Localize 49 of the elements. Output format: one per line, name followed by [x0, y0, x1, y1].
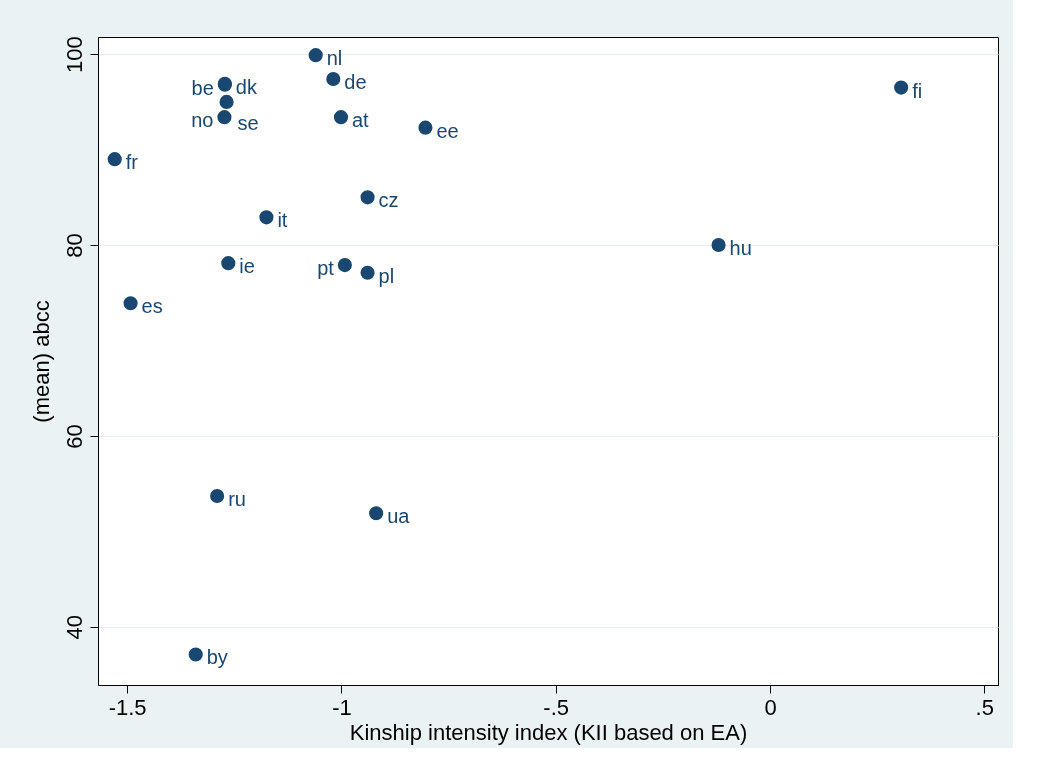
y-tick-label: 60 — [61, 424, 87, 449]
point — [221, 256, 236, 271]
annotation: at — [352, 109, 370, 132]
x-tick-label: .5 — [975, 694, 994, 720]
point — [418, 120, 433, 135]
annotation: by — [206, 646, 228, 669]
point — [337, 258, 352, 273]
point — [333, 110, 349, 125]
annotation: dk — [235, 75, 258, 98]
point — [894, 80, 909, 95]
annotation: pl — [378, 264, 395, 287]
annotation: cz — [378, 189, 399, 212]
annotation: ua — [387, 505, 411, 528]
point — [107, 152, 122, 167]
annotation: nl — [326, 47, 343, 70]
x-tick-label: -1.5 — [108, 694, 147, 720]
point — [711, 237, 726, 253]
point — [360, 190, 375, 205]
point — [210, 488, 225, 504]
point — [123, 296, 138, 311]
annotation: fr — [125, 151, 139, 174]
point — [369, 506, 384, 521]
x-tick-label: 0 — [764, 694, 777, 720]
point — [360, 265, 375, 280]
point — [259, 210, 274, 225]
point — [217, 110, 232, 125]
point — [308, 48, 323, 63]
y-tick-label: 80 — [61, 233, 87, 258]
point — [219, 94, 234, 109]
annotation: it — [277, 209, 288, 232]
annotation: es — [141, 295, 163, 318]
x-tick-label: -1 — [332, 694, 352, 720]
annotation: se — [237, 111, 259, 134]
annotation: fi — [912, 79, 923, 102]
annotation: de — [344, 70, 367, 93]
annotation: be — [191, 76, 214, 99]
annotation: no — [191, 109, 214, 132]
annotation: ie — [239, 255, 255, 278]
annotation: ee — [436, 119, 459, 142]
annotation: hu — [729, 237, 752, 260]
x-axis-title: Kinship intensity index (KII based on EA) — [349, 719, 748, 745]
y-axis-title: (mean) abcc — [28, 300, 54, 423]
x-tick-label: -.5 — [543, 694, 570, 720]
y-tick-label: 100 — [61, 36, 87, 74]
point — [326, 71, 341, 87]
annotation: pt — [317, 257, 335, 280]
y-tick-label: 40 — [61, 615, 87, 640]
point — [188, 647, 203, 662]
annotation: ru — [228, 488, 246, 511]
